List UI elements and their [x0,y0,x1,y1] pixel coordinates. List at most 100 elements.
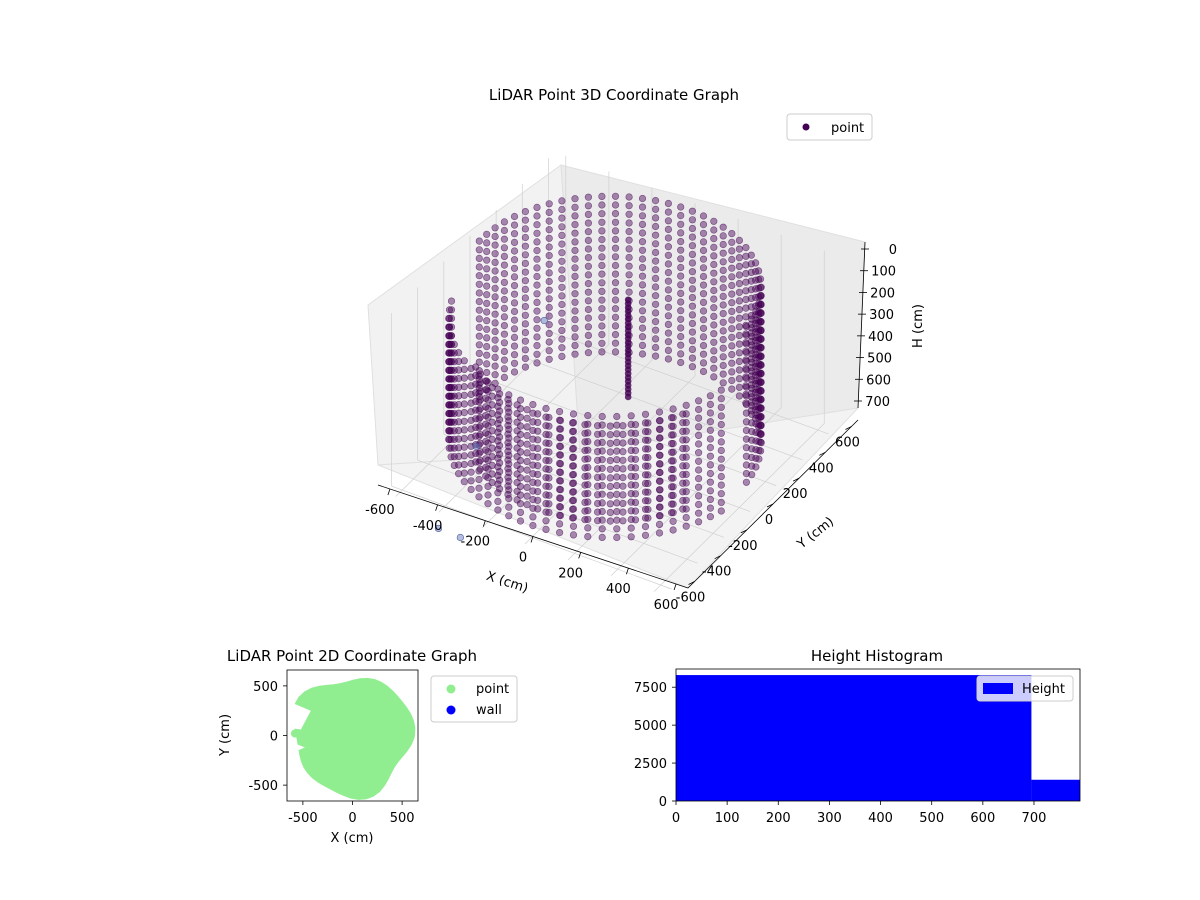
cloud-point [611,227,620,235]
cloud-point [534,410,542,418]
cloud-point [664,225,673,233]
cloud-point [655,529,664,537]
cloud-point [611,218,620,226]
cloud-point [472,458,480,466]
cloud-point [569,410,578,418]
cloud-point [482,394,490,402]
cloud-point [751,337,760,345]
cloud-point [717,412,725,420]
outlier-point [434,524,443,533]
cloud-point [638,229,647,237]
cloud-point [488,461,496,470]
cloud-point [571,290,579,298]
cloud-point [651,274,660,283]
cloud-point [719,361,727,370]
cloud-point [694,457,703,465]
cloud-point [664,312,673,320]
cloud-point [656,494,664,503]
cloud-point [545,329,553,338]
cloud-point [625,288,633,296]
cloud-point [555,520,564,528]
cloud-point [688,337,697,345]
cloud-point [606,422,614,430]
cloud-point [641,462,650,470]
cloud-point [558,223,566,231]
cloud-point [751,414,760,423]
cloud-point [521,277,530,285]
cloud-point [651,326,660,334]
cloud-point [568,488,577,496]
cloud-point [677,298,685,306]
cloud-point [496,468,504,476]
cloud-point [482,377,490,385]
cloud-point [717,421,725,429]
cloud-point [625,279,633,288]
cloud-point [598,339,606,347]
cloud-point [545,312,553,320]
cloud-point [598,201,606,209]
cloud-point [677,281,685,289]
cloud-point [742,470,751,478]
cloud-point [735,375,744,383]
cloud-point [467,373,475,381]
cloud-point [445,435,453,444]
cloud-point [483,273,491,282]
cloud-point [496,416,504,424]
cloud-point [558,344,566,352]
cloud-point [581,516,589,524]
cloud-point [613,447,621,455]
cloud-point [641,428,650,436]
cloud-point [533,298,541,307]
cloud-point [556,503,565,511]
x-ticks-3d: -600 -400 -200 0 200 400 600 [365,488,678,613]
cloud-point [571,255,579,263]
cloud-point [513,418,521,426]
cloud-point [638,289,647,298]
cloud-point [742,435,751,443]
cloud-point [504,430,512,438]
x-tick-label-hist: 700 [1022,811,1047,826]
cloud-point [467,390,475,399]
cloud-point [510,351,519,359]
cloud-point [706,513,715,521]
x-tick-mark [673,583,677,591]
cloud-point [667,465,676,474]
cloud-point [638,264,647,272]
cloud-point [496,476,504,484]
cloud-point [533,290,541,298]
cloud-point [521,311,530,319]
cloud-point [664,320,673,329]
cloud-point [447,323,456,331]
legend-hist-label: Height [1022,682,1065,697]
cloud-point [706,504,715,512]
cloud-point [491,284,499,292]
cloud-point [491,327,499,336]
cloud-point [593,508,602,516]
x-axis-label-2d: X (cm) [331,831,374,846]
cloud-point [584,507,592,515]
axes-frame-hist [675,668,1081,802]
cloud-point [455,401,463,409]
cloud-point [584,412,592,420]
cloud-point [510,230,519,238]
cloud-point [534,470,542,479]
x-tick-label-hist: 400 [868,811,893,826]
cloud-point [455,435,463,443]
cloud-point [460,409,468,417]
cloud-point [742,295,750,304]
cloud-point [504,465,512,473]
cloud-point [533,238,541,246]
cloud-point [677,272,685,280]
cloud-point [735,297,744,305]
cloud-point [483,282,491,290]
cloud-point [505,512,513,520]
cloud-point [483,230,491,238]
cloud-point [534,453,542,461]
cloud-point [460,452,468,460]
cloud-point [483,317,491,325]
cloud-point [656,451,664,459]
cloud-point [699,281,708,289]
x-tick-label-hist: 100 [715,811,740,826]
cloud-point [467,425,475,433]
cloud-point [706,495,715,504]
